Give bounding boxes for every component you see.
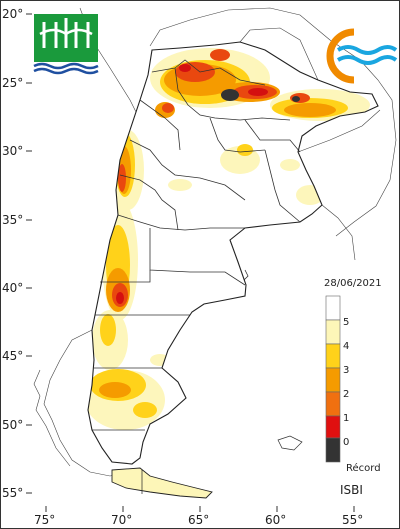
record-areas bbox=[221, 89, 300, 102]
province-borders bbox=[92, 59, 301, 431]
legend-label-5: 5 bbox=[343, 317, 349, 328]
legend-label-4: 4 bbox=[343, 341, 349, 352]
legend-swatch-5 bbox=[325, 295, 341, 321]
index-label: ISBI bbox=[340, 483, 363, 497]
lat-label-35: 35° bbox=[2, 213, 23, 227]
legend-label-1: 1 bbox=[343, 413, 349, 424]
date-label: 28/06/2021 bbox=[324, 278, 382, 289]
tierra-del-fuego bbox=[111, 467, 213, 499]
legend-swatch-1 bbox=[325, 391, 341, 417]
legend-label-0: 0 bbox=[343, 437, 349, 448]
lat-label-55: 55° bbox=[2, 486, 23, 500]
lat-label-20: 20° bbox=[2, 7, 23, 21]
legend-swatches bbox=[325, 295, 341, 463]
lon-label-60: 60° bbox=[265, 513, 286, 527]
lat-label-45: 45° bbox=[2, 349, 23, 363]
lon-label-70: 70° bbox=[111, 513, 132, 527]
argentina-outline bbox=[87, 41, 379, 465]
latitude-axis: 20° 25° 30° 35° 40° 45° 50° 55° bbox=[2, 7, 32, 500]
legend-swatch-record bbox=[325, 437, 341, 463]
water-agency-logo bbox=[33, 14, 99, 75]
legend-swatch-2 bbox=[325, 367, 341, 393]
lon-label-75: 75° bbox=[34, 513, 55, 527]
legend-label-2: 2 bbox=[343, 389, 349, 400]
legend-label-record: Récord bbox=[346, 462, 381, 474]
legend-label-3: 3 bbox=[343, 365, 349, 376]
legend-swatch-4 bbox=[325, 319, 341, 345]
wave-logo bbox=[326, 28, 398, 84]
legend-swatch-0 bbox=[325, 415, 341, 439]
longitude-axis: 75° 70° 65° 60° 55° bbox=[34, 506, 363, 527]
lat-label-50: 50° bbox=[2, 418, 23, 432]
legend: 5 4 3 2 1 0 Récord bbox=[325, 295, 381, 474]
lat-label-30: 30° bbox=[2, 144, 23, 158]
legend-swatch-3 bbox=[325, 343, 341, 369]
malvinas-islands bbox=[277, 435, 303, 451]
lat-label-25: 25° bbox=[2, 76, 23, 90]
lon-label-55: 55° bbox=[342, 513, 363, 527]
lat-label-40: 40° bbox=[2, 281, 23, 295]
lon-label-65: 65° bbox=[188, 513, 209, 527]
level-0-areas bbox=[116, 64, 268, 304]
